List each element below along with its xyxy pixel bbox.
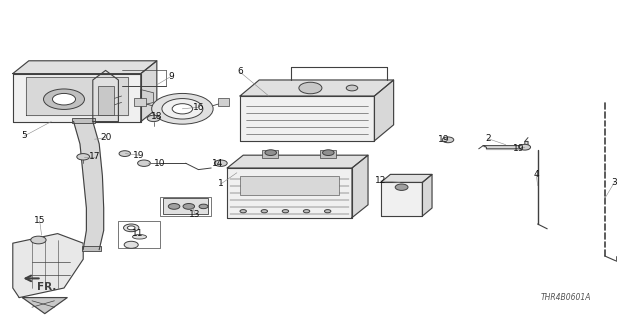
Circle shape (261, 210, 268, 213)
Circle shape (162, 99, 203, 119)
Circle shape (199, 204, 208, 209)
Circle shape (119, 151, 131, 156)
Polygon shape (74, 122, 104, 250)
Bar (262, 150, 278, 158)
Polygon shape (240, 80, 394, 96)
Bar (134, 98, 146, 106)
Bar (72, 118, 95, 123)
Text: 11: 11 (132, 229, 143, 238)
Bar (163, 198, 208, 214)
Circle shape (183, 204, 195, 209)
Circle shape (31, 236, 46, 244)
Ellipse shape (132, 235, 147, 239)
Text: 2: 2 (485, 134, 490, 143)
Text: THR4B0601A: THR4B0601A (541, 293, 591, 302)
Text: 6: 6 (237, 68, 243, 76)
Text: 10: 10 (154, 159, 166, 168)
Text: 12: 12 (375, 176, 387, 185)
Polygon shape (26, 77, 128, 115)
Bar (240, 176, 339, 195)
Circle shape (127, 226, 135, 230)
Circle shape (138, 160, 150, 166)
Polygon shape (13, 74, 141, 122)
Circle shape (240, 210, 246, 213)
Text: 19: 19 (513, 144, 524, 153)
Circle shape (303, 210, 310, 213)
Text: 19: 19 (438, 135, 450, 144)
Polygon shape (227, 168, 352, 218)
Text: 5: 5 (22, 132, 27, 140)
Text: 20: 20 (100, 133, 111, 142)
Text: 4: 4 (534, 170, 539, 179)
Text: 9: 9 (169, 72, 174, 81)
Circle shape (168, 204, 180, 209)
Polygon shape (483, 141, 528, 149)
Polygon shape (93, 70, 118, 122)
Circle shape (442, 137, 454, 143)
Circle shape (396, 184, 408, 190)
Polygon shape (381, 182, 422, 216)
Text: 13: 13 (189, 210, 201, 219)
Polygon shape (422, 174, 432, 216)
Circle shape (124, 224, 139, 232)
Circle shape (282, 210, 289, 213)
Text: 19: 19 (133, 151, 145, 160)
Polygon shape (352, 155, 368, 218)
Circle shape (265, 150, 276, 156)
Circle shape (52, 93, 76, 105)
Bar (160, 197, 211, 216)
Text: 18: 18 (151, 112, 163, 121)
Circle shape (324, 210, 331, 213)
Circle shape (519, 144, 531, 150)
Polygon shape (13, 61, 157, 74)
Polygon shape (381, 174, 432, 182)
Circle shape (152, 93, 213, 124)
Circle shape (214, 160, 227, 166)
Polygon shape (141, 90, 154, 106)
Circle shape (299, 82, 322, 94)
Text: 3: 3 (612, 178, 617, 187)
Circle shape (124, 241, 138, 248)
Polygon shape (227, 155, 368, 168)
Polygon shape (374, 80, 394, 141)
Text: FR.: FR. (37, 282, 56, 292)
Bar (98, 86, 114, 115)
Circle shape (172, 104, 193, 114)
Bar (320, 150, 336, 158)
Polygon shape (22, 298, 67, 314)
Bar (82, 246, 101, 251)
Polygon shape (141, 61, 157, 122)
Circle shape (323, 150, 334, 156)
Text: 14: 14 (212, 159, 223, 168)
Circle shape (77, 154, 90, 160)
Polygon shape (240, 96, 374, 141)
Polygon shape (13, 234, 83, 298)
Text: 17: 17 (89, 152, 100, 161)
Bar (218, 98, 229, 106)
Circle shape (346, 85, 358, 91)
Text: 15: 15 (34, 216, 45, 225)
Text: 16: 16 (193, 103, 204, 112)
Circle shape (147, 115, 160, 122)
Bar (118, 221, 160, 248)
Circle shape (44, 89, 84, 109)
Text: 1: 1 (218, 180, 223, 188)
